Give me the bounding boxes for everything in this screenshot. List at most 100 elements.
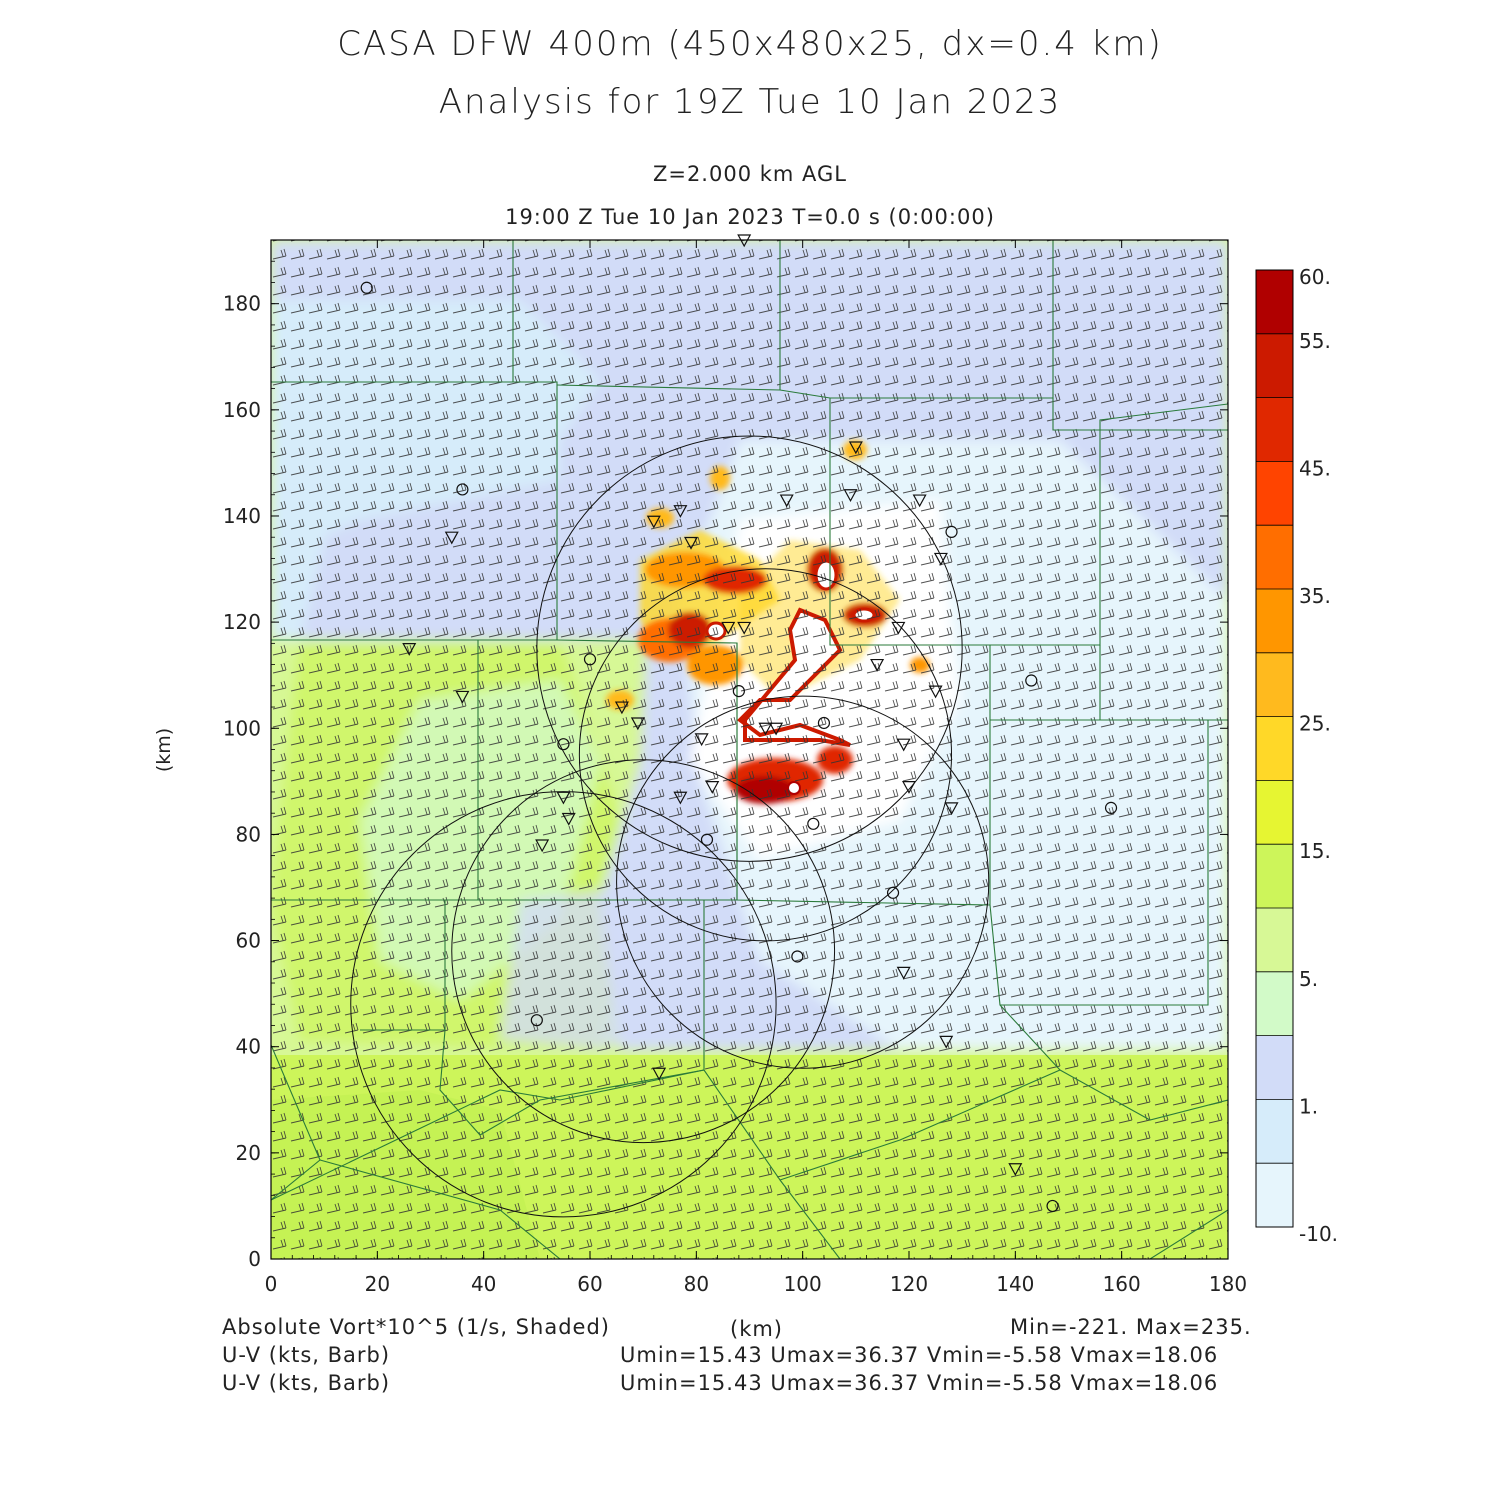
- colorbar-swatch: [1256, 1099, 1293, 1164]
- y-axis: 0 20 40 60 80 100 120 140 160 180: [223, 239, 1228, 1271]
- y-tick-label: 0: [248, 1247, 261, 1271]
- y-tick-label: 120: [223, 610, 261, 634]
- y-tick-label: 80: [236, 822, 261, 846]
- colorbar-label: 1.: [1299, 1094, 1318, 1118]
- radar-ring: [350, 791, 777, 1218]
- barb-stats-1: Umin=15.43 Umax=36.37 Vmin=-5.58 Vmax=18…: [620, 1343, 1219, 1367]
- radar-range-rings: [350, 435, 990, 1218]
- colorbar-label: 60.: [1299, 265, 1331, 289]
- vorticity-shading: [271, 240, 1228, 1259]
- colorbar-label: 45.: [1299, 456, 1331, 480]
- colorbar-swatch: [1256, 908, 1293, 973]
- station-triangle: [535, 839, 550, 853]
- y-axis-label: (km): [153, 728, 175, 772]
- station-circle: [1046, 1199, 1059, 1213]
- colorbar: 60. 55. 45. 35. 25. 15. 5. 1. -10.: [1255, 265, 1338, 1246]
- colorbar-frame: [1255, 269, 1294, 1228]
- station-triangle: [758, 722, 773, 736]
- station-triangle: [673, 791, 688, 805]
- colorbar-label: 35.: [1299, 584, 1331, 608]
- x-axis-label: (km): [730, 1317, 784, 1341]
- level-label: Z=2.000 km AGL: [652, 162, 848, 186]
- radar-ring: [451, 759, 836, 1144]
- x-tick-label: 160: [1103, 1272, 1141, 1296]
- station-triangle: [705, 781, 720, 794]
- plot-title: CASA DFW 400m (450x480x25, dx=0.4 km): [337, 24, 1163, 64]
- station-triangle: [646, 515, 661, 529]
- y-tick-label: 160: [223, 398, 261, 422]
- colorbar-swatch: [1256, 397, 1293, 462]
- station-triangle: [444, 531, 459, 545]
- station-markers: [360, 234, 1118, 1213]
- barb-label-1: U-V (kts, Barb): [222, 1343, 391, 1367]
- colorbar-label: 25.: [1299, 712, 1331, 736]
- y-tick-label: 60: [236, 929, 261, 953]
- station-triangle: [652, 1067, 667, 1081]
- x-tick-label: 140: [996, 1272, 1034, 1296]
- colorbar-swatch: [1256, 333, 1293, 399]
- station-triangle: [721, 621, 736, 635]
- colorbar-swatch: [1256, 461, 1293, 526]
- station-circle: [791, 950, 804, 963]
- station-circle: [583, 653, 597, 666]
- y-tick-label: 180: [223, 292, 261, 316]
- station-triangle: [901, 781, 917, 794]
- x-tick-label: 80: [684, 1272, 709, 1296]
- colorbar-swatch: [1256, 844, 1293, 909]
- station-circle: [1104, 801, 1118, 814]
- y-tick-label: 100: [223, 716, 261, 740]
- station-triangle: [455, 690, 470, 704]
- colorbar-swatch: [1256, 589, 1293, 654]
- station-circle: [817, 716, 831, 730]
- radar-ring: [616, 695, 990, 1069]
- station-circle: [530, 1014, 543, 1027]
- station-triangle: [944, 802, 959, 816]
- colorbar-swatch: [1256, 270, 1293, 335]
- station-circle: [732, 685, 745, 698]
- colorbar-label: 5.: [1299, 967, 1318, 991]
- station-circle: [886, 886, 900, 899]
- colorbar-swatch: [1256, 1163, 1293, 1228]
- station-circle: [557, 738, 570, 751]
- station-triangle: [896, 966, 911, 980]
- colorbar-label: 15.: [1299, 839, 1331, 863]
- colorbar-swatch: [1256, 716, 1293, 781]
- station-triangle: [779, 494, 794, 508]
- min-max-label: Min=-221. Max=235.: [1010, 1315, 1252, 1339]
- barb-label-2: U-V (kts, Barb): [222, 1371, 391, 1395]
- station-circle: [945, 525, 958, 539]
- radar-ring: [536, 435, 963, 862]
- barb-stats-2: Umin=15.43 Umax=36.37 Vmin=-5.58 Vmax=18…: [620, 1371, 1219, 1395]
- station-triangle: [933, 552, 948, 566]
- radar-ring: [578, 568, 953, 942]
- y-tick-label: 40: [236, 1035, 261, 1059]
- station-circle: [1025, 674, 1038, 687]
- x-axis: 0 20 40 60 80 100 120 140 160 180: [265, 240, 1247, 1296]
- colorbar-swatch: [1256, 971, 1293, 1037]
- station-triangle: [848, 441, 863, 455]
- station-triangle: [614, 701, 629, 715]
- station-triangle: [870, 658, 885, 672]
- station-triangle: [939, 1035, 954, 1049]
- station-triangle: [694, 733, 709, 747]
- field-label: Absolute Vort*10^5 (1/s, Shaded): [222, 1315, 610, 1339]
- plot-subtitle: Analysis for 19Z Tue 10 Jan 2023: [438, 82, 1062, 122]
- station-triangle: [630, 717, 645, 731]
- x-tick-label: 20: [365, 1272, 390, 1296]
- x-tick-label: 180: [1209, 1272, 1247, 1296]
- time-label: 19:00 Z Tue 10 Jan 2023 T=0.0 s (0:00:00…: [505, 205, 995, 229]
- x-tick-label: 100: [784, 1272, 822, 1296]
- station-triangle: [737, 621, 752, 635]
- station-triangle: [912, 494, 927, 508]
- station-triangle: [556, 791, 571, 805]
- station-triangle: [928, 685, 943, 699]
- station-triangle: [769, 722, 784, 736]
- station-circle: [456, 483, 469, 496]
- station-circle: [807, 817, 820, 830]
- station-triangle: [843, 489, 858, 503]
- station-triangle: [891, 621, 906, 635]
- station-circle: [700, 833, 714, 846]
- x-tick-label: 40: [471, 1272, 496, 1296]
- y-tick-label: 20: [236, 1141, 261, 1165]
